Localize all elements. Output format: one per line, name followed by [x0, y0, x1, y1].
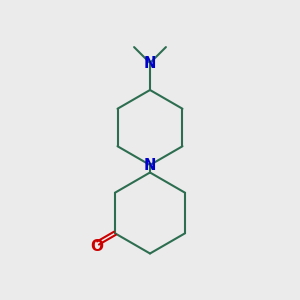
Text: N: N [144, 56, 156, 70]
Text: O: O [90, 239, 103, 254]
Text: N: N [144, 158, 156, 172]
